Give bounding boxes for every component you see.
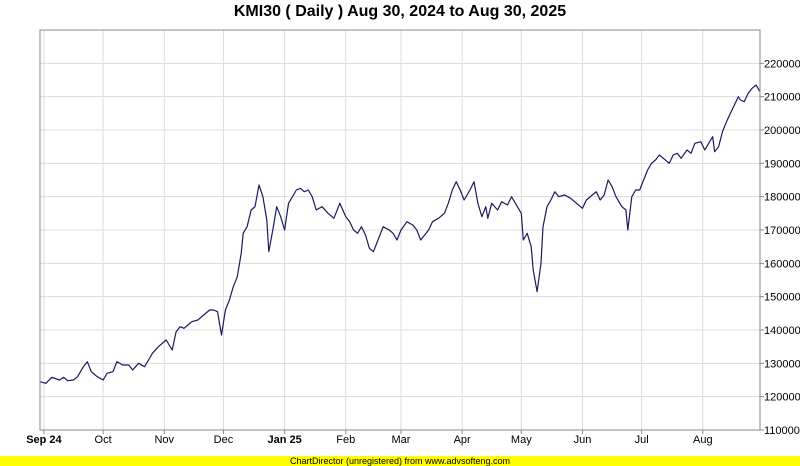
y-tick-label: 210000 xyxy=(764,92,800,104)
y-tick-label: 180000 xyxy=(764,192,800,204)
x-tick-label: Sep 24 xyxy=(26,434,62,446)
x-tick-label: Nov xyxy=(154,434,174,446)
y-tick-label: 170000 xyxy=(764,225,800,237)
x-tick-label: Aug xyxy=(693,434,713,446)
y-axis: 110000 120000 130000 140000 150000 160000 1700… xyxy=(760,58,800,437)
y-tick-label: 160000 xyxy=(764,258,800,270)
y-tick-label: 110000 xyxy=(764,425,800,437)
y-tick-label: 120000 xyxy=(764,392,800,404)
x-tick-label: May xyxy=(511,434,532,446)
y-tick-label: 140000 xyxy=(764,325,800,337)
x-tick-label: Feb xyxy=(336,434,355,446)
y-tick-label: 200000 xyxy=(764,125,800,137)
series-line xyxy=(39,84,761,384)
y-tick-label: 150000 xyxy=(764,292,800,304)
y-tick-label: 190000 xyxy=(764,158,800,170)
x-tick-label: Oct xyxy=(95,434,112,446)
y-tick-label: 220000 xyxy=(764,58,800,70)
x-axis: Sep 24 Oct Nov Dec Jan 25 Feb Mar Apr May Jun Jul A… xyxy=(26,430,713,446)
x-tick-label: Mar xyxy=(392,434,411,446)
series-layer xyxy=(39,84,761,384)
x-tick-label: Jun xyxy=(574,434,592,446)
x-tick-label: Dec xyxy=(214,434,234,446)
x-tick-label: Apr xyxy=(454,434,471,446)
y-tick-label: 130000 xyxy=(764,358,800,370)
chart-title: KMI30 ( Daily ) Aug 30, 2024 to Aug 30, … xyxy=(233,3,567,20)
x-tick-label: Jul xyxy=(635,434,649,446)
x-tick-label: Jan 25 xyxy=(267,434,301,446)
footer-banner: ChartDirector (unregistered) from www.ad… xyxy=(0,456,800,466)
